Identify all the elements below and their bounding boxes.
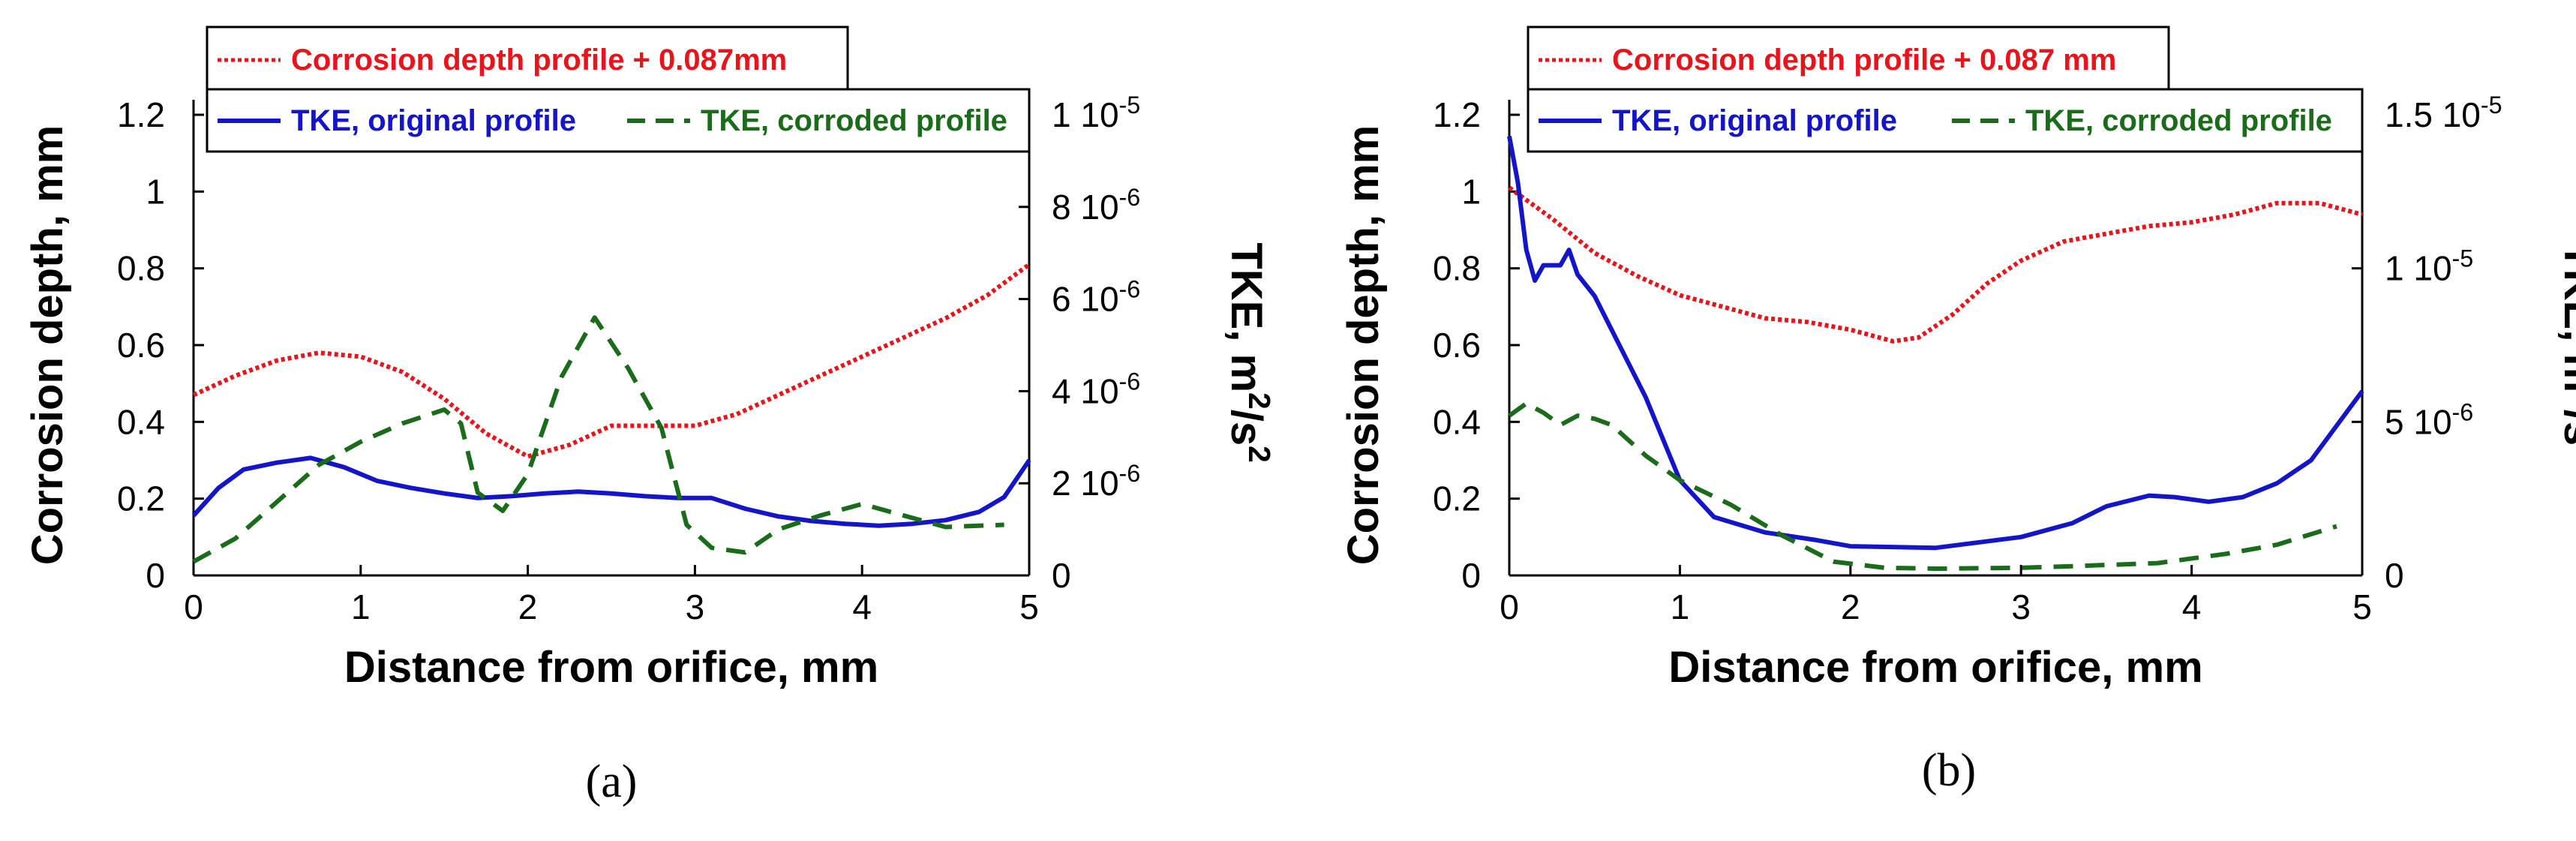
y2-tick-label: 1 10-5: [1052, 92, 1140, 134]
y2-axis-title: TKE, m2/s2: [2555, 242, 2576, 462]
x-tick-label: 1: [1671, 587, 1690, 626]
panel-label: (b): [1922, 745, 1976, 796]
x-tick-label: 5: [2352, 587, 2372, 626]
chart-panel-a: 0 1 2 3 4 500.20.40.60.811.202 10-64 10-66 10…: [23, 26, 1277, 807]
y2-tick-label: 1.5 10-5: [2385, 92, 2502, 134]
y-tick-label: 0.6: [1433, 326, 1481, 365]
y-axis-title: Corrosion depth, mm: [1339, 125, 1388, 565]
legend-label-tke-original: TKE, original profile: [1612, 104, 1897, 137]
legend-label-corrosion-depth: Corrosion depth profile + 0.087mm: [291, 44, 787, 77]
legend-box-bottom: [206, 88, 1031, 153]
legend-label-tke-corroded: TKE, corroded profile: [701, 104, 1007, 137]
x-tick-label: 0: [184, 587, 203, 626]
legend-box-top: [1527, 26, 2170, 91]
legend-box-top: [206, 26, 849, 91]
legend-box-bottom: [1527, 88, 2364, 153]
y2-tick-label: 4 10-6: [1052, 368, 1140, 410]
y2-tick-label: 6 10-6: [1052, 276, 1140, 319]
series-line-tke-corroded: [1508, 401, 2337, 571]
x-tick-label: 0: [1500, 587, 1519, 626]
y-tick-label: 0: [146, 556, 165, 595]
x-tick-label: 2: [518, 587, 538, 626]
x-axis-title: Distance from orifice, mm: [344, 643, 878, 692]
series-line-tke-original: [1507, 136, 2364, 551]
x-tick-label: 4: [2182, 587, 2202, 626]
y2-tick-label: 0: [1052, 556, 1071, 595]
y2-tick-label: 0: [2385, 556, 2404, 595]
y-tick-label: 0.2: [1433, 479, 1481, 518]
x-tick-label: 3: [686, 587, 705, 626]
series-line-tke-corroded: [192, 315, 1004, 564]
legend-label-tke-corroded: TKE, corroded profile: [2025, 104, 2332, 137]
y-tick-label: 0.4: [1433, 402, 1481, 441]
y2-tick-label: 1 10-5: [2385, 245, 2473, 288]
y-tick-label: 0.8: [1433, 249, 1481, 288]
x-tick-label: 1: [351, 587, 371, 626]
y2-tick-label: 5 10-6: [2385, 398, 2473, 441]
y-tick-label: 1: [146, 172, 165, 211]
series-line-corrosion-depth: [1508, 185, 2363, 344]
chart-panel-b: 0 1 2 3 4 500.20.40.60.811.205 10-61 10-51.5 …: [1339, 26, 2576, 796]
y-axis-title: Corrosion depth, mm: [23, 125, 72, 565]
y2-axis-title: TKE, m2/s2: [1222, 242, 1277, 462]
x-tick-label: 4: [852, 587, 872, 626]
legend-label-tke-original: TKE, original profile: [291, 104, 576, 137]
y-tick-label: 0.6: [117, 326, 165, 365]
panel-label: (a): [586, 756, 638, 807]
y2-tick-label: 2 10-6: [1052, 460, 1140, 503]
y-tick-label: 0.2: [117, 479, 165, 518]
y-tick-label: 1.2: [1433, 95, 1481, 134]
x-tick-label: 2: [1841, 587, 1860, 626]
y-tick-label: 0.8: [117, 249, 165, 288]
legend-label-corrosion-depth: Corrosion depth profile + 0.087 mm: [1612, 44, 2116, 77]
y-tick-label: 1: [1461, 172, 1481, 211]
y2-tick-label: 8 10-6: [1052, 184, 1140, 227]
x-tick-label: 3: [2011, 587, 2031, 626]
x-tick-label: 5: [1019, 587, 1039, 626]
series-line-corrosion-depth: [192, 263, 1031, 459]
x-axis-title: Distance from orifice, mm: [1668, 643, 2202, 692]
y-tick-label: 0: [1461, 556, 1481, 595]
y-tick-label: 1.2: [117, 95, 165, 134]
y-tick-label: 0.4: [117, 402, 165, 441]
